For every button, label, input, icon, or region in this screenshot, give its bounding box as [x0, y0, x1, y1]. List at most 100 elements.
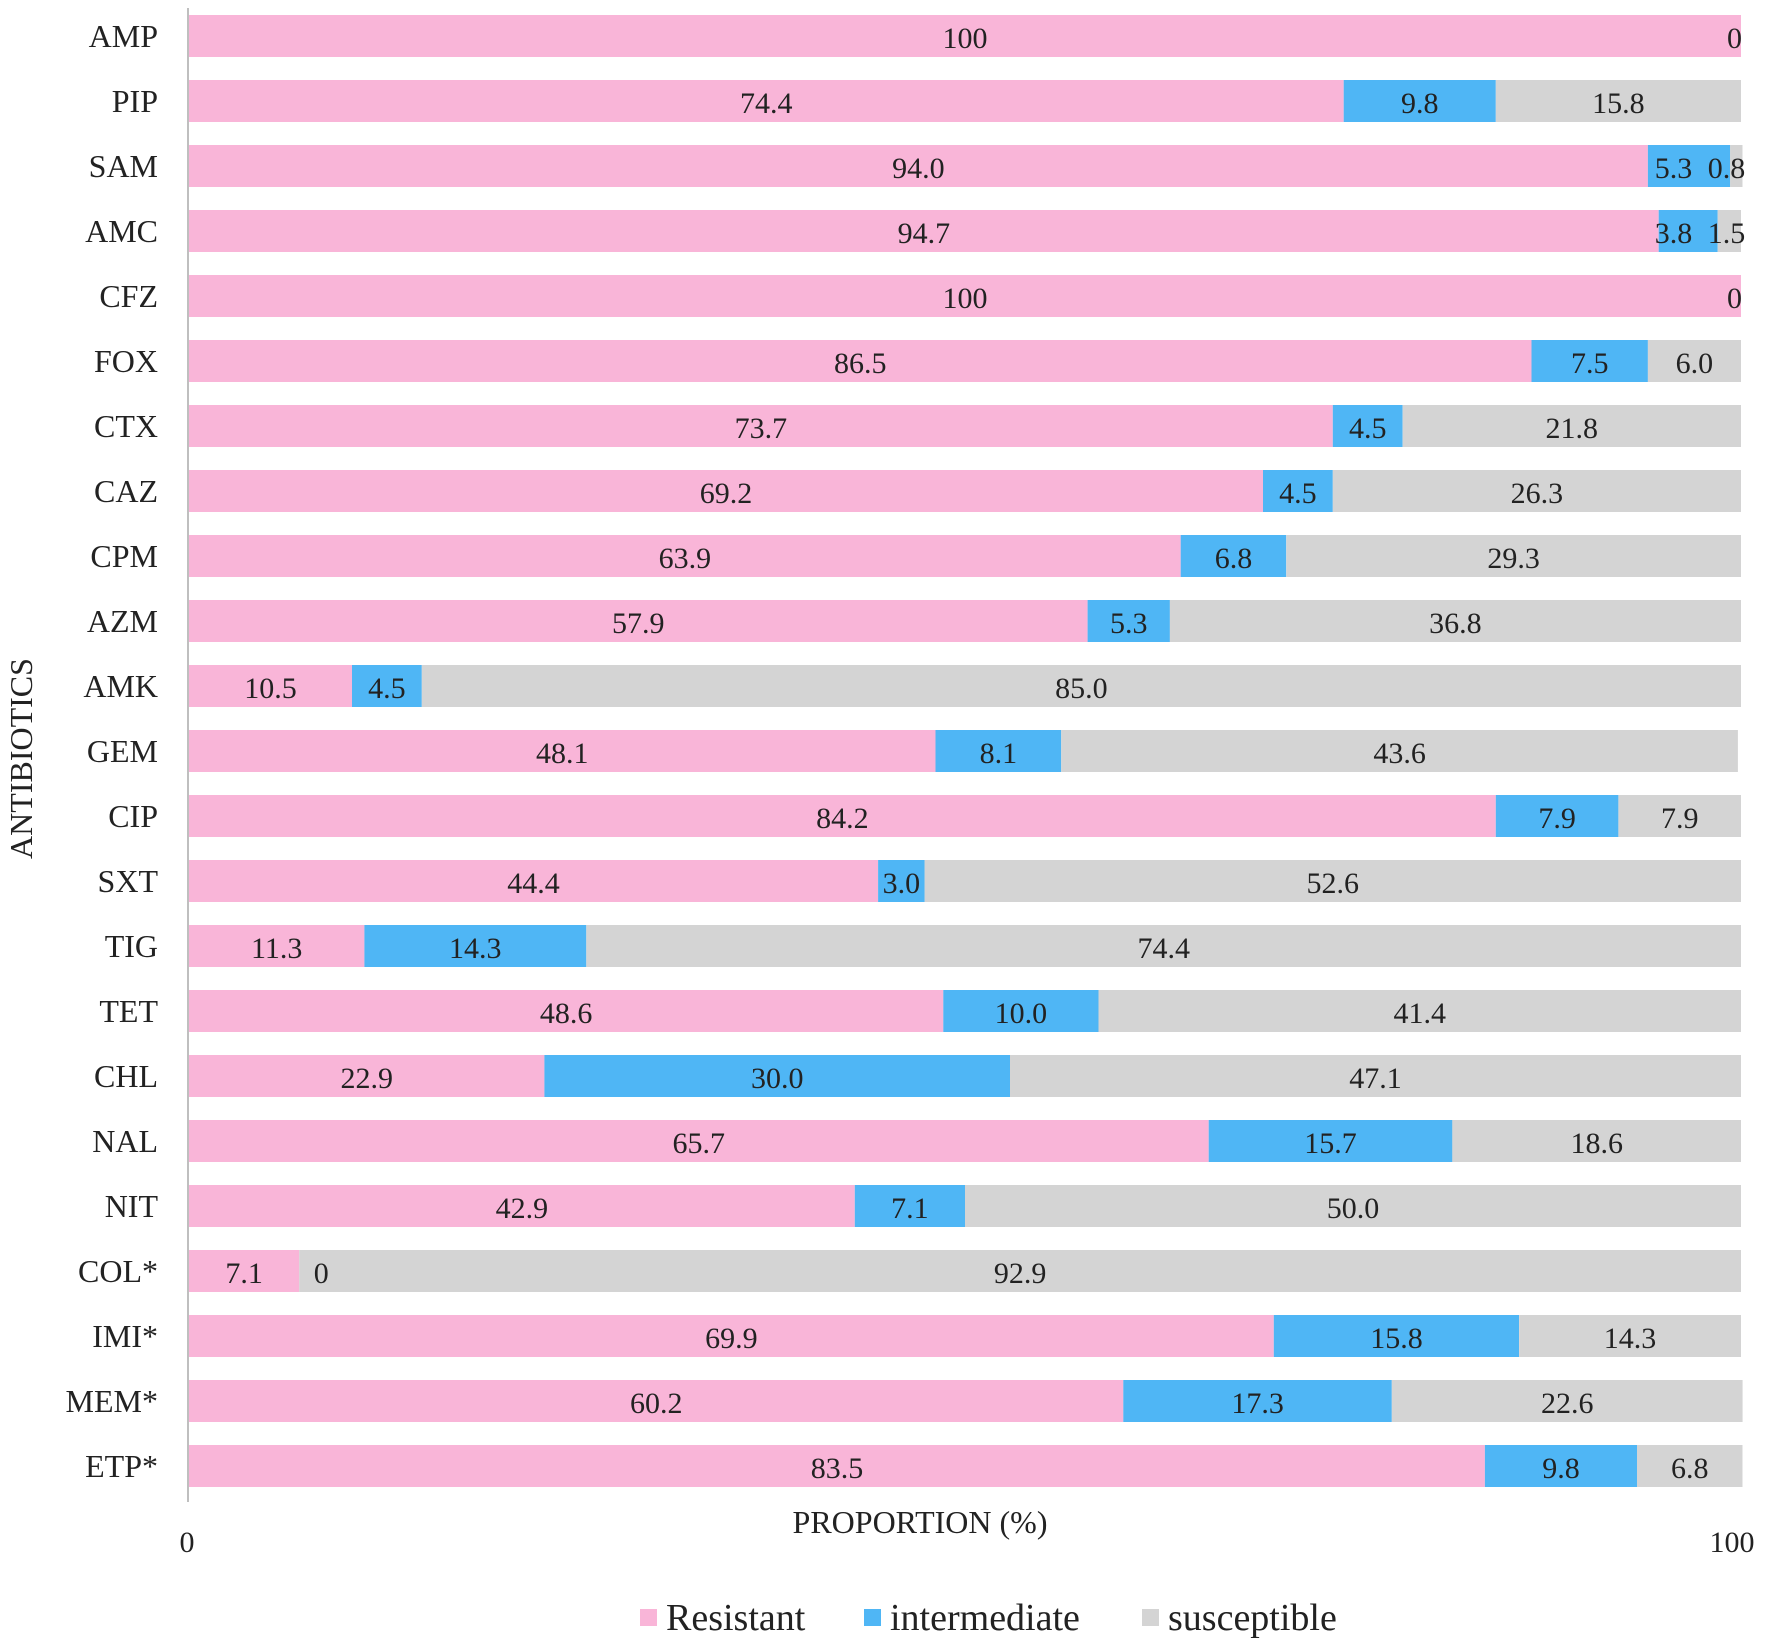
- bar-resistant-pip: [189, 80, 1344, 122]
- bar-intermediate-mem: [1123, 1380, 1392, 1422]
- data-label-intermediate-sxt: 3.0: [883, 867, 921, 900]
- data-label-susceptible-mem: 22.6: [1541, 1387, 1594, 1420]
- bar-intermediate-sxt: [878, 860, 925, 902]
- data-label-intermediate-mem: 17.3: [1231, 1387, 1284, 1420]
- bar-susceptible-azm: [1169, 600, 1741, 642]
- bar-susceptible-fox: [1647, 340, 1741, 382]
- data-label-susceptible-caz: 26.3: [1511, 477, 1564, 510]
- bar-susceptible-imi: [1519, 1315, 1741, 1357]
- data-label-susceptible-nit: 50.0: [1327, 1192, 1380, 1225]
- bar-intermediate-nit: [854, 1185, 965, 1227]
- bar-resistant-sam: [189, 145, 1648, 187]
- bar-intermediate-amc: [1658, 210, 1718, 252]
- bar-susceptible-sxt: [924, 860, 1741, 902]
- data-label-intermediate-cpm: 6.8: [1215, 542, 1253, 575]
- data-label-resistant-amc: 94.7: [898, 217, 951, 250]
- category-label-gem: GEM: [87, 733, 158, 769]
- data-label-susceptible-tig: 74.4: [1137, 932, 1190, 965]
- data-label-susceptible-col: 92.9: [994, 1257, 1047, 1290]
- data-label-resistant-tet: 48.6: [540, 997, 593, 1030]
- bar-intermediate-gem: [935, 730, 1062, 772]
- bars-layer: [189, 15, 1743, 1487]
- category-label-azm: AZM: [87, 603, 158, 639]
- category-label-col: COL*: [78, 1253, 158, 1289]
- data-label-resistant-tig: 11.3: [251, 932, 302, 965]
- category-label-imi: IMI*: [92, 1318, 158, 1354]
- x-axis-title: PROPORTION (%): [793, 1504, 1048, 1540]
- bar-susceptible-chl: [1010, 1055, 1741, 1097]
- category-label-sxt: SXT: [98, 863, 159, 899]
- bar-intermediate-caz: [1263, 470, 1333, 512]
- data-label-resistant-fox: 86.5: [834, 347, 887, 380]
- category-label-cpm: CPM: [90, 538, 158, 574]
- data-label-resistant-mem: 60.2: [630, 1387, 683, 1420]
- category-label-amc: AMC: [85, 213, 158, 249]
- data-label-resistant-amk: 10.5: [244, 672, 297, 705]
- data-label-susceptible-cip: 7.9: [1661, 802, 1699, 835]
- category-label-fox: FOX: [94, 343, 158, 379]
- data-label-susceptible-etp: 6.8: [1671, 1452, 1709, 1485]
- category-label-tig: TIG: [105, 928, 158, 964]
- bar-susceptible-nal: [1452, 1120, 1741, 1162]
- data-label-intermediate-sam: 5.3: [1655, 152, 1693, 185]
- bar-susceptible-amk: [421, 665, 1741, 707]
- bar-susceptible-tig: [586, 925, 1741, 967]
- data-label-resistant-cpm: 63.9: [659, 542, 712, 575]
- data-label-susceptible-azm: 36.8: [1429, 607, 1482, 640]
- data-label-intermediate-chl: 30.0: [751, 1062, 804, 1095]
- bar-susceptible-sam: [1730, 145, 1743, 187]
- category-label-tet: TET: [99, 993, 158, 1029]
- data-label-susceptible-ctx: 21.8: [1546, 412, 1599, 445]
- legend-label-intermediate: intermediate: [890, 1597, 1080, 1639]
- legend: Resistant intermediate susceptible: [640, 1597, 1337, 1639]
- bar-susceptible-nit: [965, 1185, 1741, 1227]
- bar-susceptible-tet: [1098, 990, 1741, 1032]
- data-label-resistant-chl: 22.9: [340, 1062, 393, 1095]
- category-label-pip: PIP: [112, 83, 158, 119]
- category-label-amp: AMP: [89, 18, 158, 54]
- data-label-susceptible-tet: 41.4: [1393, 997, 1446, 1030]
- data-label-resistant-cip: 84.2: [816, 802, 869, 835]
- data-label-intermediate-amk: 4.5: [368, 672, 406, 705]
- data-label-resistant-azm: 57.9: [612, 607, 665, 640]
- bar-intermediate-etp: [1484, 1445, 1637, 1487]
- bar-resistant-cpm: [189, 535, 1181, 577]
- bar-susceptible-cip: [1618, 795, 1741, 837]
- category-label-cfz: CFZ: [99, 278, 158, 314]
- data-label-susceptible-cpm: 29.3: [1487, 542, 1540, 575]
- bar-intermediate-imi: [1273, 1315, 1519, 1357]
- data-label-intermediate-imi: 15.8: [1370, 1322, 1423, 1355]
- category-label-nal: NAL: [92, 1123, 158, 1159]
- data-label-intermediate-tet: 10.0: [995, 997, 1048, 1030]
- bar-resistant-azm: [189, 600, 1088, 642]
- data-label-resistant-pip: 74.4: [740, 87, 793, 120]
- data-label-susceptible-imi: 14.3: [1604, 1322, 1657, 1355]
- bar-susceptible-caz: [1332, 470, 1741, 512]
- data-label-susceptible-amc: 1.5: [1708, 217, 1746, 250]
- category-labels-layer: AMP PIP SAM AMC CFZ FOX CTX CAZ CPM AZM AMK GEM CIP S…: [66, 18, 159, 1484]
- category-label-nit: NIT: [105, 1188, 159, 1224]
- bar-resistant-amc: [189, 210, 1659, 252]
- legend-swatch-resistant: [640, 1609, 657, 1626]
- data-label-susceptible-chl: 47.1: [1349, 1062, 1402, 1095]
- category-label-etp: ETP*: [85, 1448, 158, 1484]
- bar-resistant-col: [189, 1250, 300, 1292]
- legend-swatch-susceptible: [1142, 1609, 1159, 1626]
- bar-intermediate-nal: [1208, 1120, 1453, 1162]
- data-label-susceptible-amk: 85.0: [1055, 672, 1108, 705]
- data-label-intermediate-etp: 9.8: [1542, 1452, 1580, 1485]
- data-label-intermediate-amc: 3.8: [1655, 217, 1693, 250]
- bar-resistant-sxt: [189, 860, 879, 902]
- legend-swatch-intermediate: [864, 1609, 881, 1626]
- data-label-susceptible-nal: 18.6: [1570, 1127, 1623, 1160]
- data-label-susceptible-amp: 0: [1727, 22, 1742, 55]
- data-label-intermediate-gem: 8.1: [980, 737, 1018, 770]
- bar-resistant-gem: [189, 730, 936, 772]
- bar-intermediate-fox: [1531, 340, 1648, 382]
- bar-intermediate-amk: [352, 665, 422, 707]
- bar-susceptible-amc: [1717, 210, 1741, 252]
- data-label-intermediate-cip: 7.9: [1538, 802, 1576, 835]
- data-label-susceptible-fox: 6.0: [1676, 347, 1714, 380]
- data-label-susceptible-sxt: 52.6: [1307, 867, 1360, 900]
